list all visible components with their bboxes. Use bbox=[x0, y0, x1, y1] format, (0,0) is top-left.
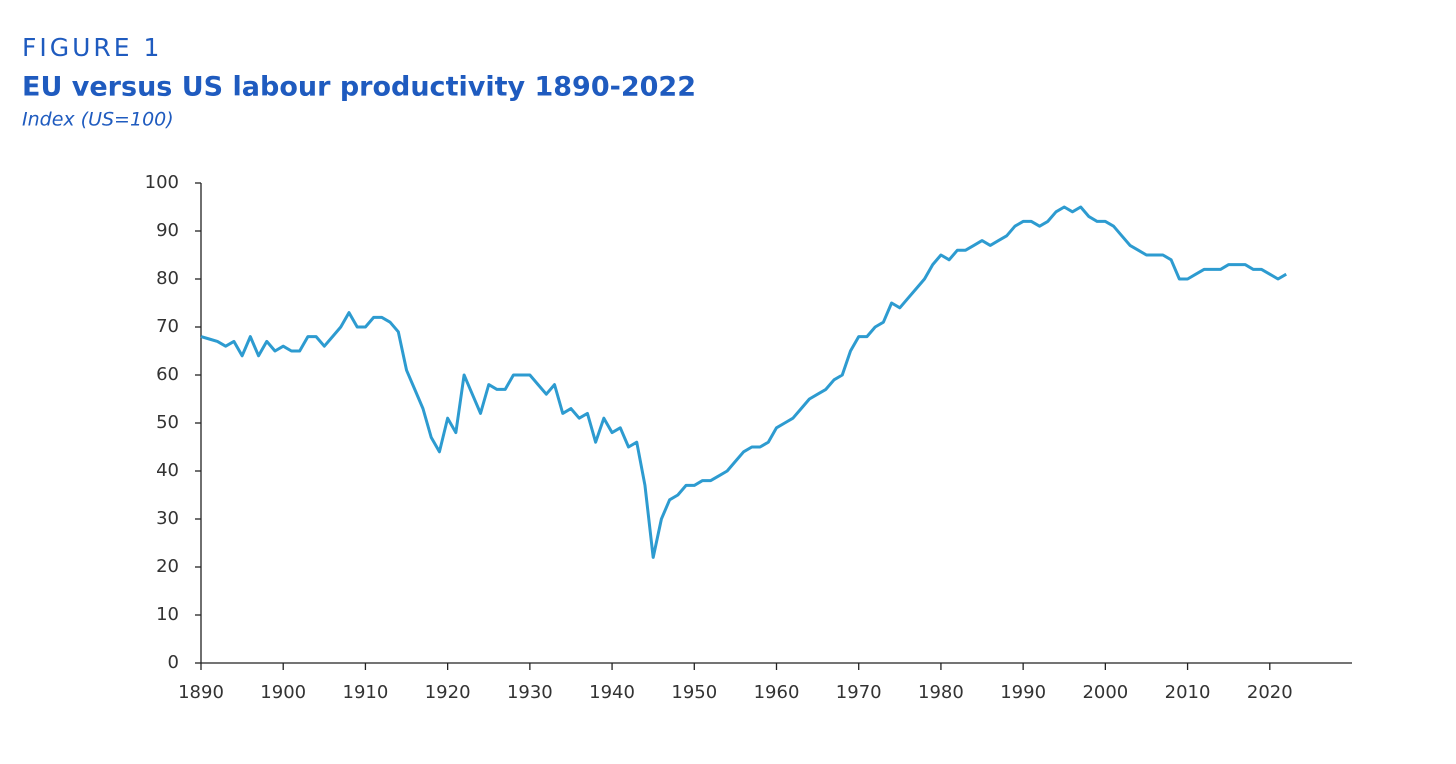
x-tick-label: 2020 bbox=[1247, 682, 1293, 703]
x-tick-label: 1920 bbox=[425, 682, 471, 703]
y-tick-label: 100 bbox=[145, 172, 179, 193]
x-tick-label: 1950 bbox=[671, 682, 717, 703]
chart-title: EU versus US labour productivity 1890-20… bbox=[22, 72, 696, 103]
x-tick-label: 1980 bbox=[918, 682, 964, 703]
x-tick-label: 1900 bbox=[260, 682, 306, 703]
x-tick-label: 1960 bbox=[754, 682, 800, 703]
x-tick-label: 2010 bbox=[1165, 682, 1211, 703]
chart-subtitle: Index (US=100) bbox=[22, 109, 174, 131]
y-tick-label: 30 bbox=[156, 508, 179, 529]
y-tick-label: 60 bbox=[156, 364, 179, 385]
data-line bbox=[200, 205, 1287, 559]
y-tick-label: 50 bbox=[156, 412, 179, 433]
y-tick-label: 0 bbox=[168, 652, 179, 673]
x-tick-label: 1930 bbox=[507, 682, 553, 703]
x-tick-label: 1970 bbox=[836, 682, 882, 703]
y-tick-label: 90 bbox=[156, 220, 179, 241]
y-tick-label: 20 bbox=[156, 556, 179, 577]
y-tick-label: 40 bbox=[156, 460, 179, 481]
x-tick-label: 2000 bbox=[1082, 682, 1128, 703]
y-tick-label: 80 bbox=[156, 268, 179, 289]
y-tick-label: 70 bbox=[156, 316, 179, 337]
x-tick-label: 1910 bbox=[343, 682, 389, 703]
figure-label: FIGURE 1 bbox=[22, 33, 162, 62]
y-tick-label: 10 bbox=[156, 604, 179, 625]
x-tick-label: 1990 bbox=[1000, 682, 1046, 703]
x-tick-label: 1940 bbox=[589, 682, 635, 703]
x-tick-label: 1890 bbox=[178, 682, 224, 703]
